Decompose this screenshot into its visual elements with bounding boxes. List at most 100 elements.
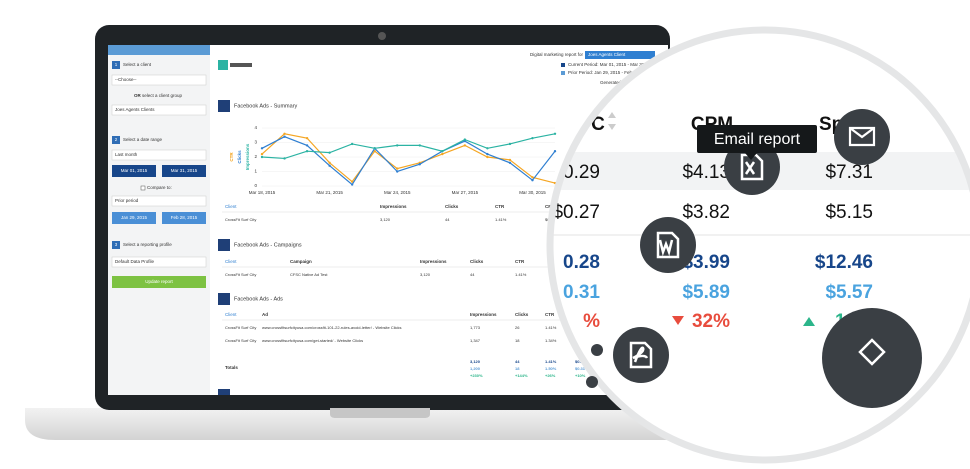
date-text: Mar 01, 2015 [121,168,148,173]
legend-swatch [561,71,565,75]
data-line [261,136,556,186]
column-header: Clicks [515,312,529,317]
data-point [305,144,309,147]
table-cell: 26 [515,325,520,330]
tooltip-text: Email report [714,131,801,148]
pdf-button[interactable] [613,327,669,383]
x-tick-label: Mar 24, 2015 [384,190,411,195]
select-box[interactable] [111,74,207,86]
column-header: Impressions [470,312,497,317]
column-header: Impressions [380,204,407,209]
small-button[interactable] [586,376,598,388]
magnifier-cell: $5.15 [825,202,873,223]
date-button[interactable] [112,165,156,177]
tooltip [697,125,817,153]
step-label: Select a date range [123,137,163,142]
date-button[interactable] [162,212,206,224]
data-point [553,132,557,135]
checkbox[interactable] [140,185,146,191]
axis-title: Clicks [237,150,242,164]
data-point [418,144,421,147]
table-cell: CrossFit Surf City [225,217,256,222]
x-tick-label: Mar 27, 2015 [452,190,479,195]
axis-title: CTR [229,152,234,162]
table-cell: 44 [445,217,450,222]
select-box[interactable] [111,256,207,268]
x-tick-label: Mar 21, 2015 [316,190,343,195]
date-button[interactable] [112,212,156,224]
section-icon [218,239,230,251]
column-header: CTR [515,259,525,264]
data-point [418,163,421,166]
column-header: Client [225,204,237,209]
compare-label: Compare to: [147,185,172,190]
data-line [261,133,556,184]
column-header: Ad [262,312,268,317]
small-button[interactable] [591,344,603,356]
data-point [486,152,489,156]
date-text: Jan 29, 2015 [121,215,148,220]
step-label: Select a client [123,62,152,67]
data-point [373,147,376,150]
data-point [260,155,264,159]
legend-swatch [561,63,565,67]
magnifier-ring [546,26,970,464]
y-tick-label: 1 [254,169,257,174]
laptop-notch [330,408,430,418]
totals-cell: +10% [575,373,586,378]
table-cell: 1.41% [495,217,507,222]
magnifier-cell: % [583,311,600,332]
magnifier-cell: $5.89 [682,282,730,303]
client-badge-text: Joes Agents Client [588,52,626,57]
select-box[interactable] [111,149,207,161]
table-cell: 3,120 [420,272,431,277]
email-button[interactable] [834,109,890,165]
totals-cell: +26% [545,373,556,378]
generated: Generated [600,80,622,85]
column-header: Clicks [470,259,484,264]
column-header: Client [225,259,237,264]
email-icon [848,126,876,147]
select-box[interactable] [111,104,207,116]
table-cell: CrossFit Surf City [225,272,256,277]
totals-cell: 1.50% [545,366,557,371]
data-point [328,161,331,164]
totals-cell: 1,200 [470,366,481,371]
table-cell: 1.34% [545,338,557,343]
word-icon [656,231,680,259]
data-point [531,136,534,140]
data-point [305,150,309,153]
step-number: 1 [115,62,118,67]
magnifier-cell: 0.28 [563,252,600,273]
data-point [305,136,309,140]
magnifier-cell: $7.31 [825,162,873,183]
share-button[interactable] [822,308,922,408]
magnifier-cell: $0.27 [552,202,600,223]
sidebar-header [108,45,210,55]
tooltip-arrow [745,153,757,160]
table-cell: 1.41% [545,325,557,330]
y-tick-label: 2 [254,154,257,159]
totals-cell: +230% [470,373,483,378]
data-point [531,179,534,182]
magnifier-cell: $4.13 [682,162,730,183]
or-text: select a client group [142,93,183,98]
data-point [283,157,286,160]
button-bg [640,217,696,273]
pdf-icon [629,341,653,369]
update-button[interactable] [112,276,206,288]
y-tick-label: 3 [254,140,257,145]
select-box[interactable] [111,195,207,207]
data-point [531,176,534,179]
select-text: Last month [115,152,138,157]
data-point [441,152,444,156]
magnifier-cell: 0.31 [563,282,600,303]
axis-title: Impressions [245,143,250,170]
date-text: Feb 28, 2015 [171,215,198,220]
date-text: Mar 31, 2015 [171,168,198,173]
down-arrow [672,316,684,325]
word-button[interactable] [640,217,696,273]
date-button[interactable] [162,165,206,177]
table-cell: CrossFit Surf City [225,325,256,330]
